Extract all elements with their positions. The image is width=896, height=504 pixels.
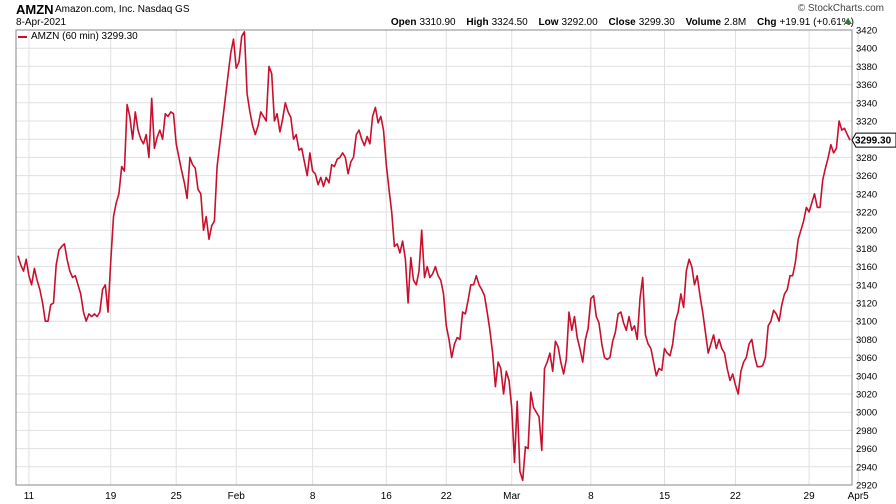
y-tick-label: 3320 [856,117,877,128]
open-value: 3310.90 [419,17,456,28]
high-label: High [466,17,489,28]
open-label: Open [390,17,417,28]
y-tick-label: 2960 [856,444,877,455]
y-tick-label: 3340 [856,98,877,109]
x-tick-label: 8 [310,491,316,502]
x-tick-label: 15 [659,491,671,502]
quote-summary: Open 3310.90 High 3324.50 Low 3292.00 Close… [383,17,854,28]
y-axis: 2920 2940 2960 2980 3000 3020 3040 3060 3080 3100… [856,26,877,492]
chg-value: +19.91 (+0.61%) [779,17,855,28]
volume-value: 2.8M [724,17,747,28]
low-label: Low [538,17,559,28]
y-tick-label: 3220 [856,208,877,219]
company-name: Amazon.com, Inc. Nasdaq GS [55,4,190,15]
up-arrow-icon [844,18,852,24]
x-tick-label: 22 [730,491,742,502]
x-tick-label: Feb [228,491,246,502]
x-tick-label: 16 [381,491,393,502]
y-tick-label: 3280 [856,153,877,164]
chart-legend: AMZN (60 min) 3299.30 [18,31,138,42]
x-tick-label: 29 [804,491,816,502]
y-tick-label: 3380 [856,62,877,73]
y-tick-label: 3420 [856,26,877,37]
y-tick-label: 2940 [856,462,877,473]
last-price-tag: 3299.30 [851,132,896,148]
y-tick-label: 3040 [856,371,877,382]
x-tick-label: 8 [588,491,594,502]
y-tick-label: 3400 [856,44,877,55]
y-tick-label: 3140 [856,280,877,291]
y-tick-label: 3360 [856,80,877,91]
price-tag-box [851,132,896,148]
price-tag-text: 3299.30 [855,136,892,147]
chg-label: Chg [757,17,777,28]
x-tick-label: Apr5 [848,491,870,502]
high-value: 3324.50 [491,17,528,28]
close-value: 3299.30 [638,17,675,28]
y-tick-label: 3000 [856,408,877,419]
price-series-line [17,30,851,482]
y-tick-label: 3240 [856,189,877,200]
x-tick-label: Mar [503,491,521,502]
low-value: 3292.00 [561,17,598,28]
y-tick-label: 2980 [856,426,877,437]
y-tick-label: 3180 [856,244,877,255]
y-tick-label: 2920 [856,481,877,492]
ticker-symbol: AMZN [16,2,54,17]
x-tick-label: 19 [105,491,117,502]
close-label: Close [608,17,636,28]
chart-date: 8-Apr-2021 [16,17,67,28]
x-tick-label: 25 [171,491,183,502]
y-tick-label: 3100 [856,317,877,328]
y-tick-label: 3160 [856,262,877,273]
y-tick-label: 3020 [856,390,877,401]
x-tick-label: 11 [24,491,35,502]
y-tick-label: 3260 [856,171,877,182]
x-tick-label: 22 [441,491,453,502]
legend-swatch [18,35,27,38]
chart-header: AMZN Amazon.com, Inc. Nasdaq GS 8-Apr-20… [0,0,896,30]
y-tick-label: 3120 [856,299,877,310]
legend-label: AMZN (60 min) 3299.30 [31,31,138,42]
brand-watermark: © StockCharts.com [797,3,884,14]
x-axis: 11 19 25 Feb 8 16 22 Mar 8 15 22 29 Apr5 [24,491,869,502]
y-tick-label: 3200 [856,226,877,237]
y-tick-label: 3080 [856,335,877,346]
y-tick-label: 3060 [856,353,877,364]
plot-frame [15,29,853,486]
grid-lines [16,29,859,486]
volume-label: Volume [685,17,722,28]
